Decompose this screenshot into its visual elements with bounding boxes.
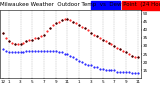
Text: Milwaukee Weather  Outdoor Temp  vs  Dew Point  (24 Hours): Milwaukee Weather Outdoor Temp vs Dew Po…	[0, 2, 160, 7]
Bar	[122, 1, 160, 10]
Bar	[91, 1, 120, 10]
